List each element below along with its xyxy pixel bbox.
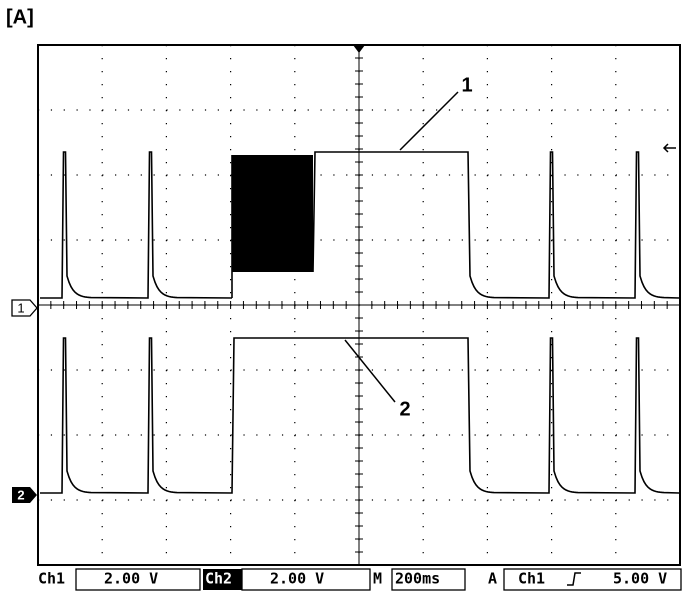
field-box	[75, 568, 201, 591]
channel-marker-box	[12, 487, 37, 503]
trigger-position-marker	[353, 45, 365, 53]
ch1-waveform	[40, 151, 680, 299]
trigger-level-marker	[662, 143, 676, 153]
status-bar: Ch1 2.00 V Ch2 2.00 V M 200ms A Ch1 5.00…	[38, 568, 682, 591]
time-label: M	[373, 570, 382, 588]
noise-burst	[232, 155, 313, 272]
ch2-waveform	[40, 337, 680, 494]
field-box	[503, 568, 682, 591]
channel-marker: 2	[17, 487, 24, 502]
figure-label: [A]	[6, 6, 34, 28]
trigger-level: 5.00 V	[613, 570, 667, 588]
waveforms	[40, 151, 680, 494]
ch1-label: Ch1	[38, 570, 65, 588]
ch1-scale: 2.00 V	[104, 570, 158, 588]
trigger-slope-icon	[567, 572, 581, 586]
trigger-label: A	[488, 570, 497, 588]
grid	[37, 44, 681, 566]
annotation: 1	[461, 74, 472, 96]
trigger-source: Ch1	[518, 570, 545, 588]
ch2-label: Ch2	[205, 570, 232, 588]
time-scale: 200ms	[395, 570, 440, 588]
ch2-label-bg	[203, 569, 242, 590]
field-box	[391, 568, 466, 591]
leader-line	[399, 91, 459, 151]
leader-line	[344, 339, 396, 403]
channel-marker-box	[11, 299, 38, 317]
annotation: 2	[399, 398, 410, 420]
field-box	[241, 568, 371, 591]
ch2-scale: 2.00 V	[270, 570, 324, 588]
channel-marker: 1	[17, 300, 24, 315]
